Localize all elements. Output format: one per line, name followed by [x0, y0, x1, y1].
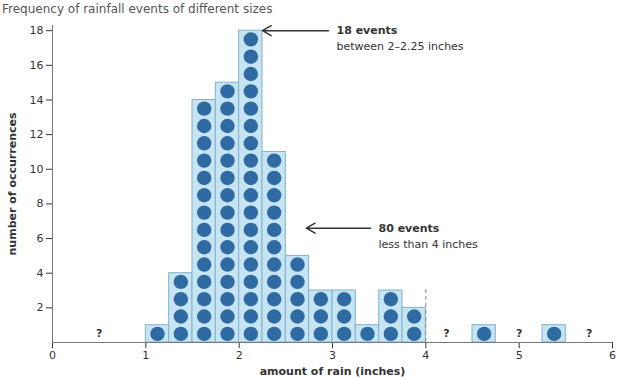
- svg-text:12: 12: [30, 128, 44, 141]
- svg-text:less than 4 inches: less than 4 inches: [379, 238, 479, 251]
- svg-text:16: 16: [30, 59, 44, 72]
- svg-text:18: 18: [30, 24, 44, 37]
- svg-text:6: 6: [609, 349, 616, 362]
- svg-text:4: 4: [422, 349, 429, 362]
- html-text:Frequency of rainfall events o: Frequency of rainfall events of differen…: [2, 2, 273, 16]
- svg-text:2: 2: [236, 349, 243, 362]
- svg-text:3: 3: [329, 349, 336, 362]
- svg-text:2: 2: [37, 301, 44, 314]
- svg-text:?: ?: [516, 327, 522, 340]
- svg-text:number of occurrences: number of occurrences: [6, 112, 19, 255]
- svg-text:14: 14: [30, 94, 44, 107]
- svg-text:?: ?: [443, 327, 449, 340]
- svg-text:8: 8: [37, 197, 44, 210]
- svg-text:18 events: 18 events: [337, 24, 398, 37]
- svg-text:4: 4: [37, 267, 44, 280]
- svg-text:10: 10: [30, 163, 44, 176]
- svg-text:?: ?: [96, 327, 102, 340]
- svg-text:?: ?: [586, 327, 592, 340]
- svg-text:1: 1: [142, 349, 149, 362]
- svg-text:between 2–2.25 inches: between 2–2.25 inches: [337, 40, 464, 53]
- svg-text:6: 6: [37, 232, 44, 245]
- svg-text:80 events: 80 events: [379, 222, 440, 235]
- svg-text:5: 5: [516, 349, 523, 362]
- svg-text:0: 0: [49, 349, 56, 362]
- svg-text:amount of rain (inches): amount of rain (inches): [260, 365, 406, 378]
